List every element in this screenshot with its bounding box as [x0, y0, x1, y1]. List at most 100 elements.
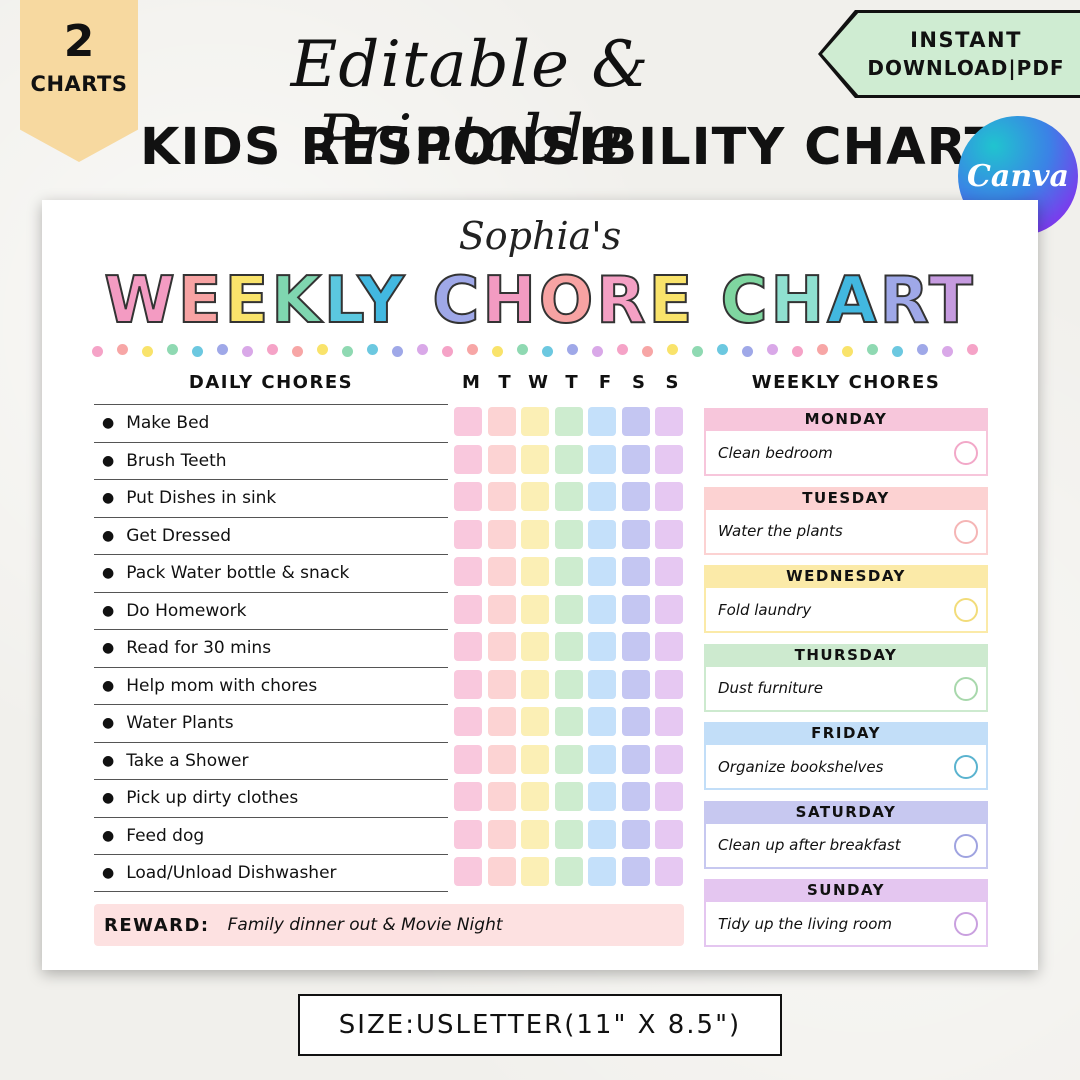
chore-checkbox[interactable] — [454, 482, 482, 511]
chore-checkbox[interactable] — [454, 407, 482, 436]
chore-checkbox[interactable] — [487, 594, 516, 624]
chore-checkbox[interactable] — [454, 707, 482, 736]
chore-checkbox[interactable] — [454, 744, 482, 774]
chore-checkbox[interactable] — [621, 782, 650, 811]
chore-checkbox[interactable] — [655, 632, 683, 661]
chore-checkbox[interactable] — [454, 669, 482, 699]
chore-checkbox[interactable] — [521, 782, 549, 811]
chore-checkbox[interactable] — [554, 819, 583, 849]
chore-checkbox[interactable] — [454, 519, 482, 549]
chore-checkbox[interactable] — [588, 744, 616, 774]
chore-checkbox[interactable] — [588, 557, 616, 586]
chore-checkbox[interactable] — [554, 857, 583, 886]
chore-checkbox[interactable] — [621, 632, 650, 661]
chore-checkbox[interactable] — [487, 669, 516, 699]
chore-checkbox[interactable] — [521, 444, 549, 474]
chore-checkbox[interactable] — [588, 407, 616, 436]
chore-checkbox[interactable] — [554, 669, 583, 699]
chore-checkbox[interactable] — [454, 819, 482, 849]
chore-checkbox[interactable] — [487, 782, 516, 811]
weekly-checkbox-circle[interactable] — [954, 519, 978, 544]
weekly-checkbox-circle[interactable] — [954, 676, 978, 701]
chore-checkbox[interactable] — [454, 857, 482, 886]
chore-checkbox[interactable] — [655, 407, 683, 436]
chore-checkbox[interactable] — [655, 557, 683, 586]
chore-checkbox[interactable] — [454, 444, 482, 474]
chore-checkbox[interactable] — [521, 407, 549, 436]
chore-checkbox[interactable] — [655, 857, 683, 886]
chore-checkbox[interactable] — [487, 744, 516, 774]
chore-checkbox[interactable] — [655, 782, 683, 811]
chore-checkbox[interactable] — [554, 632, 583, 661]
chore-checkbox[interactable] — [621, 707, 650, 736]
chore-checkbox[interactable] — [487, 857, 516, 886]
chore-checkbox[interactable] — [655, 594, 683, 624]
chore-checkbox[interactable] — [621, 519, 650, 549]
chore-checkbox[interactable] — [521, 519, 549, 549]
chore-checkbox[interactable] — [521, 557, 549, 586]
chore-checkbox[interactable] — [621, 857, 650, 886]
chore-checkbox[interactable] — [655, 669, 683, 699]
chore-checkbox[interactable] — [655, 444, 683, 474]
chore-checkbox[interactable] — [521, 744, 549, 774]
chore-checkbox[interactable] — [521, 669, 549, 699]
chore-checkbox[interactable] — [454, 782, 482, 811]
weekly-checkbox-circle[interactable] — [954, 833, 978, 858]
weekly-checkbox-circle[interactable] — [954, 912, 978, 936]
chore-checkbox[interactable] — [554, 707, 583, 736]
chore-checkbox[interactable] — [655, 744, 683, 774]
chore-checkbox[interactable] — [521, 482, 549, 511]
chore-checkbox[interactable] — [521, 857, 549, 886]
chore-checkbox[interactable] — [588, 482, 616, 511]
chore-checkbox[interactable] — [655, 482, 683, 511]
chore-checkbox[interactable] — [588, 782, 616, 811]
chore-checkbox[interactable] — [487, 557, 516, 586]
chore-checkbox[interactable] — [621, 744, 650, 774]
chore-checkbox[interactable] — [521, 819, 549, 849]
weekly-day-label: MONDAY — [704, 408, 988, 431]
chore-checkbox[interactable] — [554, 444, 583, 474]
chore-checkbox[interactable] — [621, 594, 650, 624]
weekly-chore-block: THURSDAY Dust furniture — [704, 643, 988, 712]
chore-checkbox[interactable] — [521, 632, 549, 661]
chore-checkbox[interactable] — [554, 782, 583, 811]
chore-checkbox[interactable] — [454, 557, 482, 586]
chore-checkbox[interactable] — [588, 857, 616, 886]
chore-checkbox[interactable] — [454, 594, 482, 624]
weekly-checkbox-circle[interactable] — [954, 441, 978, 465]
chore-checkbox[interactable] — [588, 819, 616, 849]
chore-checkbox[interactable] — [621, 407, 650, 436]
weekly-checkbox-circle[interactable] — [954, 755, 978, 779]
chore-checkbox[interactable] — [554, 482, 583, 511]
chore-checkbox[interactable] — [621, 482, 650, 511]
chore-checkbox[interactable] — [487, 519, 516, 549]
chore-checkbox[interactable] — [588, 519, 616, 549]
chore-checkbox[interactable] — [621, 444, 650, 474]
chore-checkbox[interactable] — [554, 594, 583, 624]
chore-checkbox[interactable] — [554, 519, 583, 549]
chore-checkbox[interactable] — [554, 557, 583, 586]
chore-checkbox[interactable] — [621, 669, 650, 699]
chore-checkbox[interactable] — [521, 594, 549, 624]
chore-checkbox[interactable] — [487, 482, 516, 511]
chore-checkbox[interactable] — [554, 407, 583, 436]
chore-checkbox[interactable] — [588, 444, 616, 474]
weekly-checkbox-circle[interactable] — [954, 598, 978, 622]
chore-checkbox[interactable] — [487, 444, 516, 474]
chore-checkbox[interactable] — [621, 819, 650, 849]
chore-checkbox[interactable] — [521, 707, 549, 736]
chore-checkbox[interactable] — [588, 632, 616, 661]
chore-checkbox[interactable] — [621, 557, 650, 586]
chore-checkbox[interactable] — [487, 632, 516, 661]
chore-checkbox[interactable] — [487, 707, 516, 736]
chore-checkbox[interactable] — [454, 632, 482, 661]
chore-checkbox[interactable] — [588, 669, 616, 699]
chore-checkbox[interactable] — [588, 594, 616, 624]
chore-checkbox[interactable] — [655, 707, 683, 736]
chore-checkbox[interactable] — [655, 519, 683, 549]
chore-checkbox[interactable] — [554, 744, 583, 774]
chore-checkbox[interactable] — [655, 819, 683, 849]
chore-checkbox[interactable] — [487, 819, 516, 849]
chore-checkbox[interactable] — [588, 707, 616, 736]
chore-checkbox[interactable] — [487, 407, 516, 436]
